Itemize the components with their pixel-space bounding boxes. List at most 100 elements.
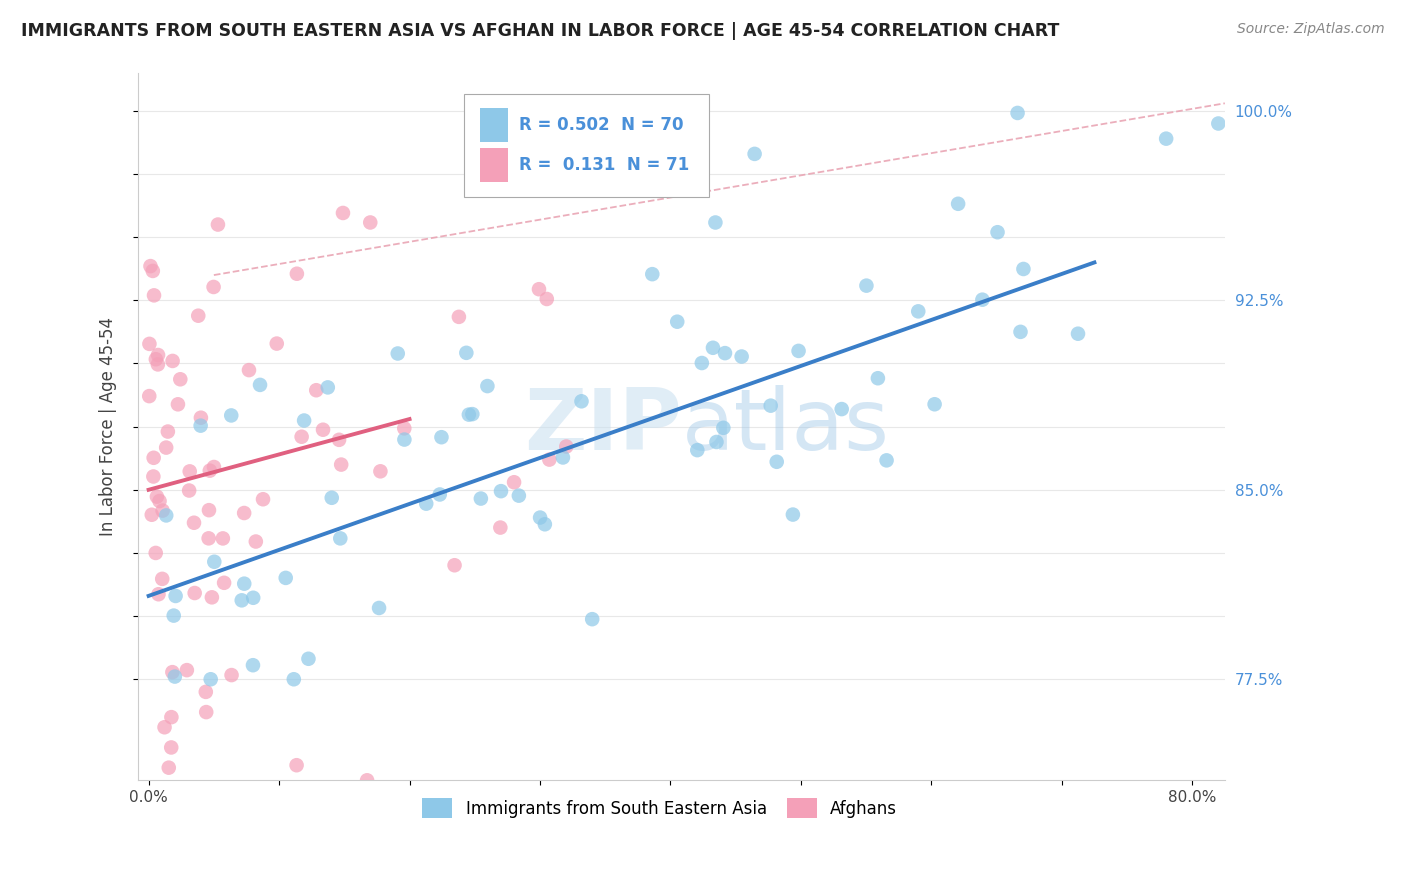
Point [986, 225, 1008, 239]
Point [197, 532, 219, 546]
Point [368, 601, 391, 615]
Point [316, 380, 339, 394]
Point [529, 510, 551, 524]
Point [1007, 106, 1029, 120]
Point [212, 575, 235, 590]
Point [876, 453, 898, 467]
Point [283, 672, 305, 686]
Point [165, 589, 187, 603]
Point [169, 372, 191, 386]
Point [477, 379, 499, 393]
Point [146, 490, 169, 504]
Point [706, 434, 728, 449]
Point [162, 354, 184, 368]
Point [489, 520, 512, 534]
Legend: Immigrants from South Eastern Asia, Afghans: Immigrants from South Eastern Asia, Afgh… [416, 791, 904, 825]
Point [330, 458, 353, 472]
Point [534, 517, 557, 532]
Point [233, 506, 256, 520]
Point [146, 348, 169, 362]
Point [198, 503, 221, 517]
Point [1010, 325, 1032, 339]
Point [765, 455, 787, 469]
Point [143, 288, 166, 302]
Point [359, 215, 381, 229]
Point [231, 593, 253, 607]
Point [489, 484, 512, 499]
Point [1012, 262, 1035, 277]
Text: Source: ZipAtlas.com: Source: ZipAtlas.com [1237, 22, 1385, 37]
Text: R =  0.131  N = 71: R = 0.131 N = 71 [519, 156, 689, 174]
Point [233, 576, 256, 591]
Point [207, 218, 229, 232]
Point [430, 430, 453, 444]
FancyBboxPatch shape [481, 108, 508, 142]
Point [321, 491, 343, 505]
Point [714, 346, 737, 360]
Point [238, 363, 260, 377]
Point [141, 508, 163, 522]
Point [503, 475, 526, 490]
Point [581, 612, 603, 626]
Point [946, 196, 969, 211]
Text: R = 0.502  N = 70: R = 0.502 N = 70 [519, 116, 683, 134]
Point [242, 658, 264, 673]
Point [329, 532, 352, 546]
Point [202, 555, 225, 569]
Point [156, 425, 179, 439]
Point [312, 423, 335, 437]
Point [142, 469, 165, 483]
Point [704, 215, 727, 229]
Point [252, 492, 274, 507]
Point [190, 418, 212, 433]
Point [221, 668, 243, 682]
Point [195, 705, 218, 719]
Text: IMMIGRANTS FROM SOUTH EASTERN ASIA VS AFGHAN IN LABOR FORCE | AGE 45-54 CORRELAT: IMMIGRANTS FROM SOUTH EASTERN ASIA VS AF… [21, 22, 1060, 40]
Point [461, 407, 484, 421]
Point [190, 410, 212, 425]
Point [145, 352, 167, 367]
Point [292, 413, 315, 427]
Point [690, 356, 713, 370]
Point [387, 346, 409, 360]
Point [212, 532, 235, 546]
Point [242, 591, 264, 605]
Point [527, 282, 550, 296]
Point [201, 591, 224, 605]
Point [686, 443, 709, 458]
Point [219, 409, 242, 423]
Point [972, 293, 994, 307]
Point [907, 304, 929, 318]
Point [571, 394, 593, 409]
Point [305, 383, 328, 397]
Point [744, 147, 766, 161]
Point [152, 503, 174, 517]
Point [457, 408, 479, 422]
Point [782, 508, 804, 522]
Point [160, 710, 183, 724]
Point [142, 450, 165, 465]
Point [162, 665, 184, 680]
Point [356, 773, 378, 788]
Point [456, 346, 478, 360]
Point [447, 310, 470, 324]
Point [508, 489, 530, 503]
Point [176, 663, 198, 677]
Point [855, 278, 877, 293]
Point [266, 336, 288, 351]
Point [160, 740, 183, 755]
Point [183, 516, 205, 530]
Point [1208, 116, 1230, 130]
Point [285, 758, 308, 772]
Point [145, 546, 167, 560]
Text: ZIP: ZIP [524, 385, 682, 468]
Point [150, 572, 173, 586]
Point [866, 371, 889, 385]
Point [155, 441, 177, 455]
Point [194, 685, 217, 699]
Point [787, 343, 810, 358]
Point [249, 377, 271, 392]
Point [179, 483, 201, 498]
Point [198, 464, 221, 478]
Text: atlas: atlas [682, 385, 890, 468]
